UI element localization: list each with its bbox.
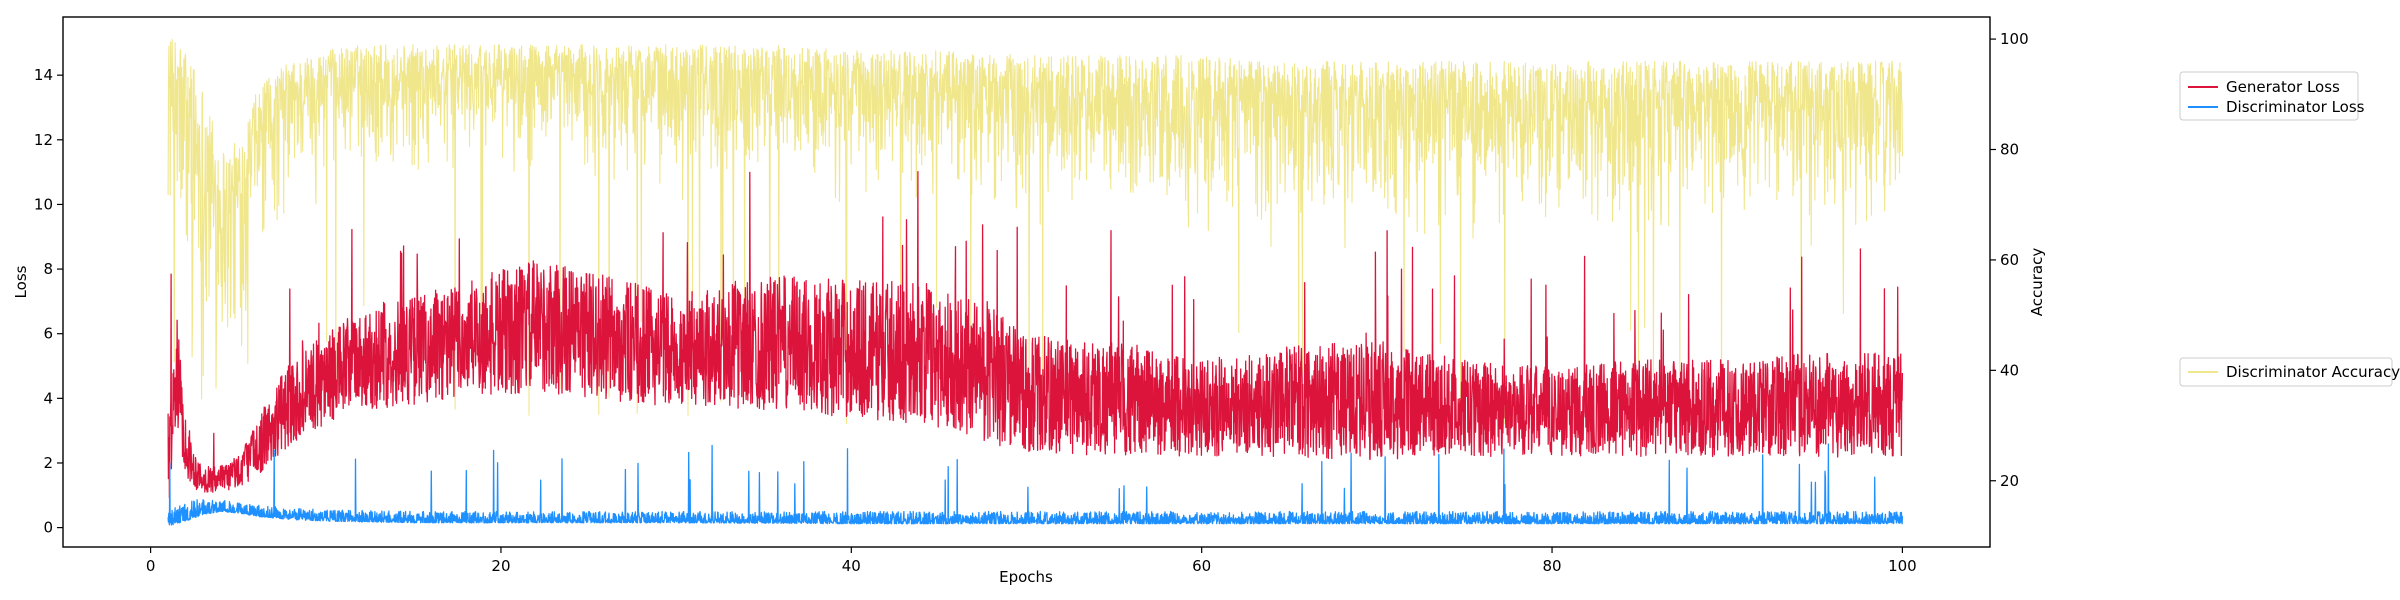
- series-discriminator-accuracy: [167, 39, 1903, 425]
- y-left-tick-label: 0: [43, 519, 53, 537]
- plot-frame: [62, 16, 1991, 548]
- y-right-tick-label: 100: [2000, 30, 2029, 48]
- x-axis: 0 20 40 60 80 100: [146, 547, 1917, 575]
- legend-loss: Generator Loss Discriminator Loss: [2179, 71, 2365, 121]
- y-left-tick-label: 2: [43, 454, 53, 472]
- y-left-tick-label: 8: [43, 260, 53, 278]
- legend-discriminator-loss-label: Discriminator Loss: [2226, 98, 2365, 116]
- y-axis-left-title: Loss: [12, 265, 30, 298]
- legend-loss-frame: [2179, 71, 2359, 121]
- y-right-tick-label: 60: [2000, 251, 2019, 269]
- series-generator-loss: [167, 170, 1904, 499]
- legend-accuracy-frame: [2179, 357, 2393, 387]
- legend-accuracy: Discriminator Accuracy: [2179, 357, 2400, 387]
- y-left-tick-label: 10: [34, 195, 53, 213]
- x-tick-label: 60: [1192, 557, 1211, 575]
- x-tick-label: 20: [491, 557, 510, 575]
- x-tick-label: 80: [1542, 557, 1561, 575]
- x-tick-label: 100: [1888, 557, 1917, 575]
- y-axis-right-title: Accuracy: [2028, 248, 2046, 317]
- y-left-tick-label: 4: [43, 389, 53, 407]
- legend-discriminator-accuracy-label: Discriminator Accuracy: [2226, 363, 2400, 381]
- x-tick-label: 0: [146, 557, 156, 575]
- legend-generator-loss-label: Generator Loss: [2226, 78, 2340, 96]
- y-left-tick-label: 14: [34, 66, 53, 84]
- series-layer: [167, 39, 1904, 526]
- y-axis-right: 20 40 60 80 100: [1990, 30, 2029, 490]
- x-tick-label: 40: [842, 557, 861, 575]
- y-left-tick-label: 12: [34, 131, 53, 149]
- y-right-tick-label: 80: [2000, 141, 2019, 159]
- x-axis-title: Epochs: [999, 568, 1053, 586]
- y-axis-left: 0 2 4 6 8 10 12 14: [34, 66, 63, 537]
- y-right-tick-label: 40: [2000, 361, 2019, 379]
- y-right-tick-label: 20: [2000, 472, 2019, 490]
- series-discriminator-loss: [167, 443, 1904, 526]
- y-left-tick-label: 6: [43, 325, 53, 343]
